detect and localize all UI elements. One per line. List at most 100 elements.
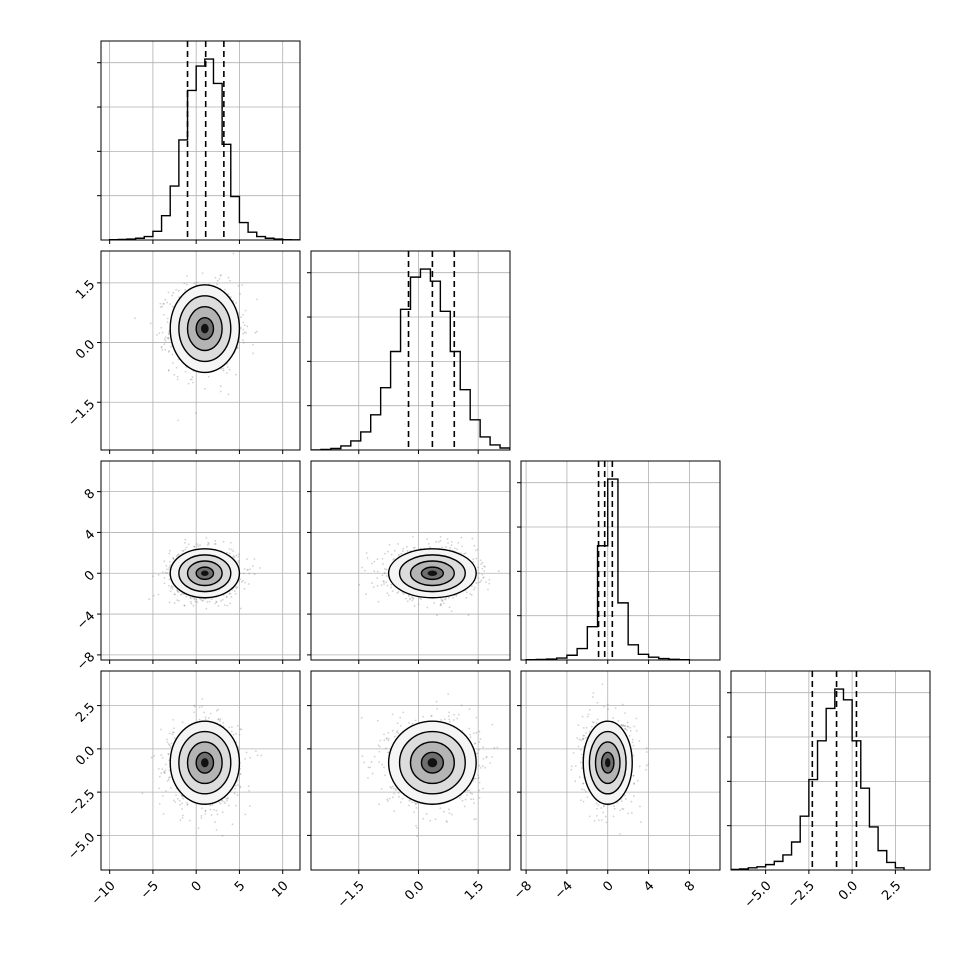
sample-point <box>193 545 196 548</box>
sample-point <box>134 317 136 320</box>
sample-point <box>181 795 184 798</box>
sample-point <box>215 809 218 812</box>
sample-point <box>479 738 482 740</box>
sample-point <box>229 541 232 544</box>
sample-point <box>469 733 471 736</box>
sample-point <box>475 582 478 584</box>
sample-point <box>189 596 192 599</box>
sample-point <box>479 580 482 583</box>
sample-point <box>168 578 171 581</box>
sample-point <box>215 600 218 603</box>
sample-point <box>168 769 171 772</box>
axes-frame <box>100 460 301 661</box>
sample-point <box>160 772 163 775</box>
sample-point <box>474 549 477 552</box>
sample-point <box>204 809 207 812</box>
sample-point <box>161 794 164 797</box>
sample-point <box>195 412 197 414</box>
sample-point <box>197 827 200 830</box>
sample-point <box>247 785 250 788</box>
sample-point <box>393 557 395 560</box>
sample-point <box>171 731 174 734</box>
sample-point <box>167 778 170 781</box>
sample-point <box>231 823 234 826</box>
sample-point <box>189 597 192 600</box>
sample-point <box>162 313 165 316</box>
y-tick-label: 0 <box>82 568 98 584</box>
sample-point <box>422 715 424 718</box>
sample-point <box>435 540 437 543</box>
sample-point <box>175 555 178 558</box>
sample-point <box>245 751 248 754</box>
sample-point <box>161 331 164 334</box>
sample-point <box>166 780 169 782</box>
sample-point <box>171 353 174 356</box>
sample-point <box>220 274 222 276</box>
sample-point <box>236 724 239 727</box>
sample-point <box>411 599 414 602</box>
histogram-step <box>525 478 691 660</box>
sample-point <box>435 614 438 617</box>
sample-point <box>156 334 158 336</box>
sample-point <box>166 568 168 571</box>
sample-point <box>402 593 405 595</box>
sample-point <box>181 721 184 724</box>
sample-point <box>166 321 169 323</box>
sample-point <box>387 594 390 597</box>
sample-point <box>219 802 222 805</box>
sample-point <box>439 535 442 538</box>
sample-point <box>230 548 233 551</box>
sample-point <box>254 331 257 334</box>
sample-point <box>168 584 170 587</box>
sample-point <box>239 293 242 295</box>
sample-point <box>167 776 170 779</box>
sample-point <box>237 746 240 749</box>
sample-point <box>207 542 210 545</box>
sample-point <box>173 593 176 596</box>
sample-point <box>181 802 184 805</box>
sample-point <box>448 718 451 721</box>
sample-point <box>385 568 388 571</box>
sample-point <box>167 333 170 336</box>
sample-point <box>214 602 216 605</box>
sample-point <box>473 544 476 547</box>
sample-point <box>220 368 223 370</box>
sample-point <box>207 375 210 378</box>
histogram-panel-0 <box>97 40 301 244</box>
sample-point <box>239 773 242 775</box>
sample-point <box>200 598 202 601</box>
sample-point <box>236 779 239 782</box>
sample-point <box>373 560 376 563</box>
sample-point <box>160 728 162 731</box>
sample-point <box>383 572 386 575</box>
sample-point <box>215 709 218 712</box>
histogram-step <box>311 268 510 450</box>
sample-point <box>381 574 384 577</box>
sample-point <box>477 776 480 779</box>
sample-point <box>461 545 464 548</box>
sample-point <box>208 717 210 719</box>
sample-point <box>376 585 379 587</box>
sample-point <box>448 720 451 723</box>
sample-point <box>174 801 177 803</box>
sample-point <box>229 602 231 605</box>
sample-point <box>239 767 242 770</box>
sample-point <box>206 601 209 603</box>
sample-point <box>376 570 379 573</box>
sample-point <box>460 704 463 707</box>
sample-point <box>235 804 237 807</box>
sample-point <box>480 563 483 566</box>
sample-point <box>220 600 222 602</box>
sample-point <box>186 801 188 804</box>
sample-point <box>173 799 175 802</box>
sample-point <box>163 338 166 340</box>
sample-point <box>204 718 207 721</box>
sample-point <box>214 821 217 823</box>
sample-point <box>392 558 395 561</box>
sample-point <box>411 535 414 538</box>
sample-point <box>169 303 172 305</box>
sample-point <box>413 546 416 549</box>
sample-point <box>233 590 236 593</box>
sample-point <box>228 726 231 729</box>
sample-point <box>240 327 242 329</box>
